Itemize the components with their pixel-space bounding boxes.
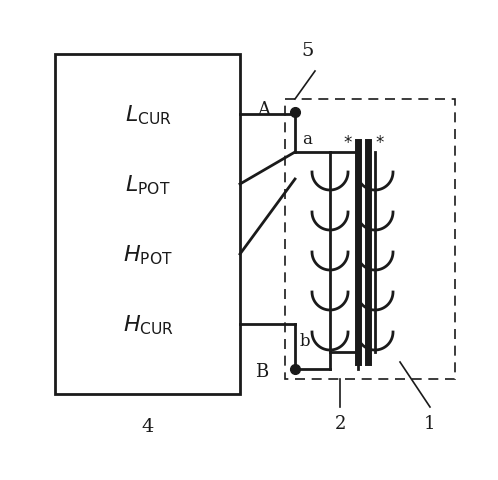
Bar bbox=[285, 100, 455, 379]
Text: b: b bbox=[299, 332, 310, 349]
Text: a: a bbox=[302, 131, 312, 148]
Text: 1: 1 bbox=[424, 414, 436, 432]
Text: $H_{\mathrm{POT}}$: $H_{\mathrm{POT}}$ bbox=[123, 243, 173, 266]
Text: B: B bbox=[255, 362, 268, 380]
Text: *: * bbox=[376, 134, 384, 152]
Text: $H_{\mathrm{CUR}}$: $H_{\mathrm{CUR}}$ bbox=[123, 312, 173, 336]
Text: $L_{\mathrm{POT}}$: $L_{\mathrm{POT}}$ bbox=[125, 173, 171, 196]
Text: $L_{\mathrm{CUR}}$: $L_{\mathrm{CUR}}$ bbox=[124, 103, 171, 127]
Text: 4: 4 bbox=[142, 417, 154, 435]
Text: 2: 2 bbox=[334, 414, 346, 432]
Bar bbox=[55, 55, 240, 394]
Text: A: A bbox=[257, 101, 270, 119]
Text: *: * bbox=[344, 134, 352, 152]
Text: 5: 5 bbox=[302, 42, 314, 60]
